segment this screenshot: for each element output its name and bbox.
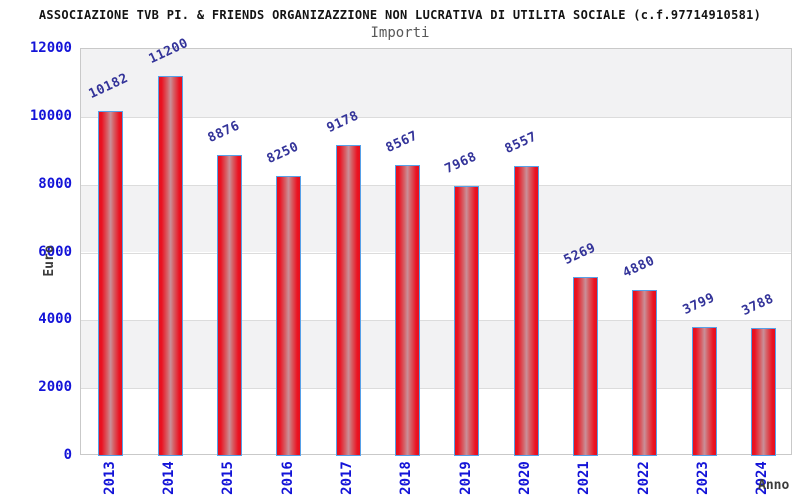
y-tick-label: 12000 bbox=[29, 40, 72, 56]
y-axis-title: Euro bbox=[42, 245, 57, 277]
x-tick-label: 2014 bbox=[161, 461, 177, 495]
x-tick-label: 2017 bbox=[339, 461, 355, 495]
y-tick-label: 0 bbox=[63, 447, 72, 463]
x-tick-label: 2016 bbox=[279, 461, 296, 495]
chart-subtitle: Importi bbox=[370, 25, 430, 41]
bar-2018 bbox=[394, 165, 420, 456]
bar-2014 bbox=[157, 76, 183, 456]
gridline bbox=[81, 184, 791, 186]
x-tick-label: 2022 bbox=[635, 461, 652, 495]
x-tick-label: 2015 bbox=[220, 461, 237, 495]
bar-2024 bbox=[750, 327, 776, 456]
bar-2017 bbox=[335, 144, 361, 456]
plot-band bbox=[81, 117, 791, 185]
gridline bbox=[81, 388, 791, 390]
bar-2022 bbox=[632, 290, 658, 456]
gridline bbox=[81, 320, 791, 322]
x-tick-label: 2018 bbox=[398, 461, 415, 495]
y-tick-label: 10000 bbox=[29, 107, 72, 124]
gridline bbox=[81, 252, 791, 254]
x-tick-label: 2013 bbox=[101, 461, 118, 495]
bar-2019 bbox=[454, 185, 480, 456]
bar-2020 bbox=[513, 165, 539, 456]
bar-2013 bbox=[98, 110, 124, 456]
y-tick-label: 4000 bbox=[38, 311, 72, 328]
x-axis-title: Anno bbox=[758, 478, 790, 493]
y-tick-label: 6000 bbox=[38, 243, 72, 260]
x-tick-label: 2020 bbox=[517, 461, 533, 495]
bar-2023 bbox=[691, 327, 717, 456]
x-tick-label: 2019 bbox=[457, 461, 474, 495]
y-tick-label: 8000 bbox=[38, 175, 72, 192]
x-tick-label: 2023 bbox=[695, 461, 711, 495]
y-tick-label: 2000 bbox=[38, 379, 72, 396]
x-tick-label: 2021 bbox=[576, 461, 593, 495]
plot-band bbox=[81, 320, 791, 389]
bar-2016 bbox=[276, 176, 302, 456]
gridline bbox=[81, 116, 791, 118]
bar-2021 bbox=[572, 277, 598, 456]
plot-band bbox=[81, 184, 791, 253]
chart-title: ASSOCIAZIONE TVB PI. & FRIENDS ORGANIZAZ… bbox=[38, 8, 762, 22]
plot-band bbox=[81, 388, 791, 456]
plot-area bbox=[80, 48, 792, 456]
plot-band bbox=[81, 49, 791, 117]
bar-2015 bbox=[216, 154, 242, 456]
